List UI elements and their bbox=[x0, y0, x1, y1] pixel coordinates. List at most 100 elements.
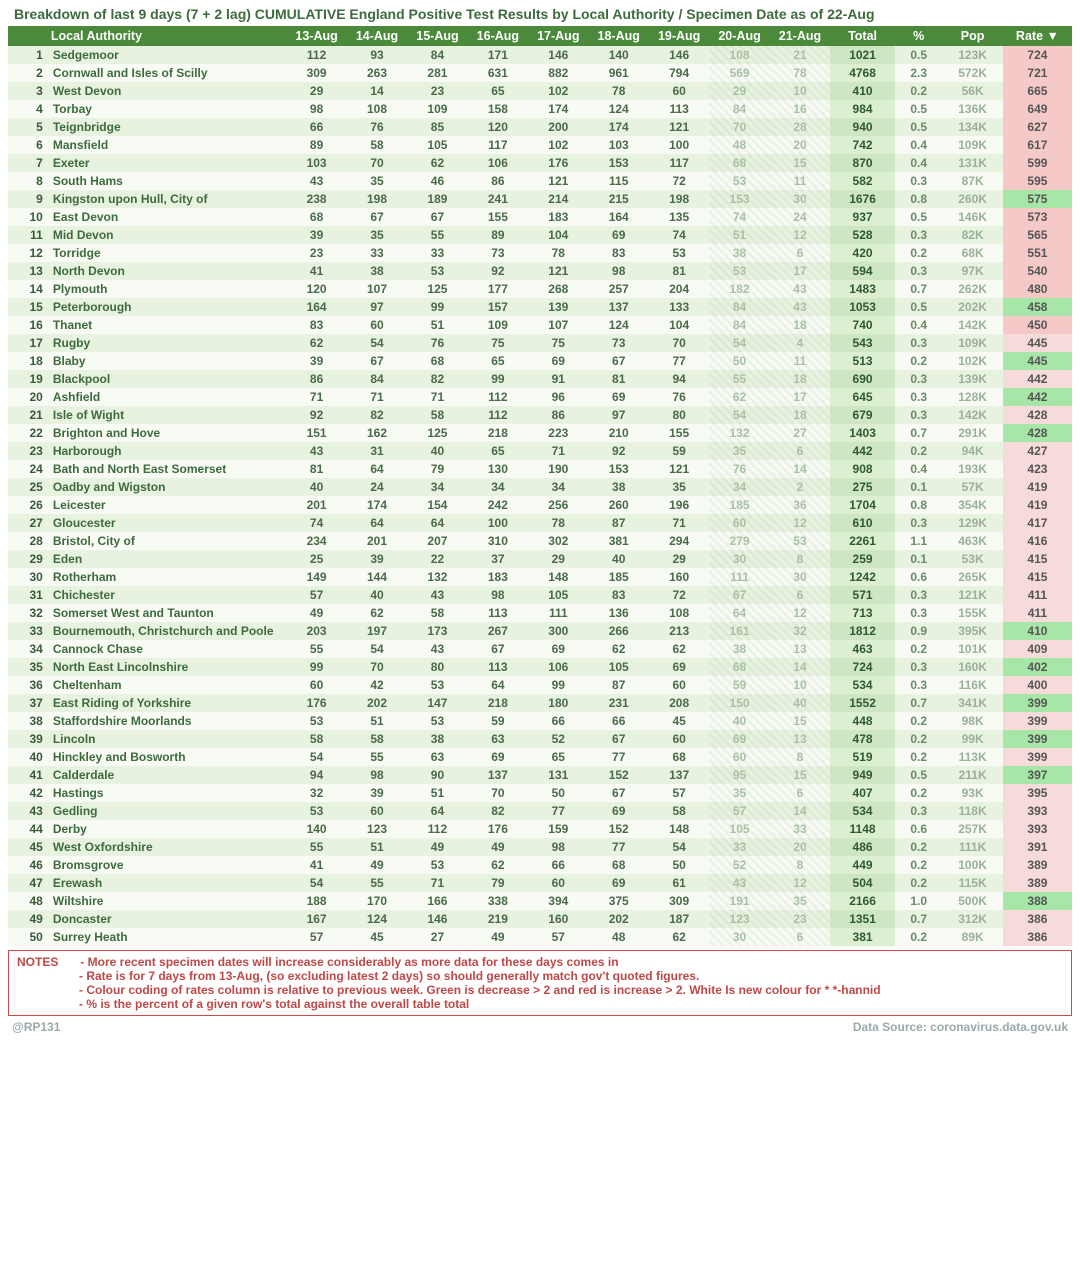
rate-value: 458 bbox=[1003, 298, 1072, 316]
day-value: 112 bbox=[468, 406, 528, 424]
rate-value: 724 bbox=[1003, 46, 1072, 64]
rate-value: 399 bbox=[1003, 712, 1072, 730]
row-index: 7 bbox=[8, 154, 47, 172]
lag-day-value: 64 bbox=[709, 604, 769, 622]
day-value: 125 bbox=[407, 424, 467, 442]
local-authority-name: Rotherham bbox=[47, 568, 287, 586]
total-value: 940 bbox=[830, 118, 895, 136]
total-value: 534 bbox=[830, 802, 895, 820]
day-value: 83 bbox=[589, 244, 649, 262]
day-value: 152 bbox=[589, 820, 649, 838]
rate-value: 411 bbox=[1003, 586, 1072, 604]
lag-day-value: 11 bbox=[770, 352, 830, 370]
col-header[interactable]: 15-Aug bbox=[407, 26, 467, 46]
day-value: 69 bbox=[528, 352, 588, 370]
table-row: 16Thanet83605110910712410484187400.4142K… bbox=[8, 316, 1072, 334]
day-value: 53 bbox=[286, 712, 346, 730]
day-value: 140 bbox=[286, 820, 346, 838]
percent-value: 0.2 bbox=[895, 874, 942, 892]
day-value: 136 bbox=[589, 604, 649, 622]
population-value: 211K bbox=[942, 766, 1002, 784]
day-value: 112 bbox=[286, 46, 346, 64]
table-row: 20Ashfield71717111296697662176450.3128K4… bbox=[8, 388, 1072, 406]
row-index: 34 bbox=[8, 640, 47, 658]
day-value: 60 bbox=[286, 676, 346, 694]
total-value: 448 bbox=[830, 712, 895, 730]
table-row: 19Blackpool8684829991819455186900.3139K4… bbox=[8, 370, 1072, 388]
lag-day-value: 30 bbox=[770, 190, 830, 208]
col-header[interactable]: Rate ▼ bbox=[1003, 26, 1072, 46]
day-value: 82 bbox=[407, 370, 467, 388]
day-value: 60 bbox=[347, 316, 407, 334]
day-value: 34 bbox=[468, 478, 528, 496]
population-value: 57K bbox=[942, 478, 1002, 496]
row-index: 25 bbox=[8, 478, 47, 496]
day-value: 58 bbox=[407, 406, 467, 424]
total-value: 908 bbox=[830, 460, 895, 478]
day-value: 151 bbox=[286, 424, 346, 442]
percent-value: 0.3 bbox=[895, 172, 942, 190]
day-value: 309 bbox=[649, 892, 709, 910]
rate-value: 419 bbox=[1003, 496, 1072, 514]
note-line: - Rate is for 7 days from 13-Aug, (so ex… bbox=[17, 969, 1063, 983]
day-value: 50 bbox=[649, 856, 709, 874]
day-value: 302 bbox=[528, 532, 588, 550]
data-table: Local Authority13-Aug14-Aug15-Aug16-Aug1… bbox=[8, 26, 1072, 946]
col-header[interactable]: Pop bbox=[942, 26, 1002, 46]
day-value: 61 bbox=[649, 874, 709, 892]
total-value: 690 bbox=[830, 370, 895, 388]
day-value: 130 bbox=[468, 460, 528, 478]
col-header[interactable]: 18-Aug bbox=[589, 26, 649, 46]
col-header[interactable]: 14-Aug bbox=[347, 26, 407, 46]
col-header[interactable]: Total bbox=[830, 26, 895, 46]
rate-value: 389 bbox=[1003, 856, 1072, 874]
table-row: 24Bath and North East Somerset8164791301… bbox=[8, 460, 1072, 478]
day-value: 107 bbox=[347, 280, 407, 298]
local-authority-name: South Hams bbox=[47, 172, 287, 190]
rate-value: 442 bbox=[1003, 370, 1072, 388]
table-row: 31Chichester5740439810583726765710.3121K… bbox=[8, 586, 1072, 604]
lag-day-value: 105 bbox=[709, 820, 769, 838]
lag-day-value: 38 bbox=[709, 640, 769, 658]
day-value: 45 bbox=[649, 712, 709, 730]
row-index: 38 bbox=[8, 712, 47, 730]
day-value: 75 bbox=[468, 334, 528, 352]
population-value: 116K bbox=[942, 676, 1002, 694]
col-header[interactable]: 13-Aug bbox=[286, 26, 346, 46]
day-value: 58 bbox=[286, 730, 346, 748]
local-authority-name: Calderdale bbox=[47, 766, 287, 784]
lag-day-value: 35 bbox=[709, 442, 769, 460]
day-value: 140 bbox=[589, 46, 649, 64]
total-value: 1148 bbox=[830, 820, 895, 838]
percent-value: 0.2 bbox=[895, 442, 942, 460]
day-value: 58 bbox=[407, 604, 467, 622]
total-value: 610 bbox=[830, 514, 895, 532]
population-value: 89K bbox=[942, 928, 1002, 946]
lag-day-value: 52 bbox=[709, 856, 769, 874]
col-header[interactable]: % bbox=[895, 26, 942, 46]
percent-value: 0.4 bbox=[895, 154, 942, 172]
col-header[interactable]: 21-Aug bbox=[770, 26, 830, 46]
lag-day-value: 35 bbox=[770, 892, 830, 910]
day-value: 202 bbox=[589, 910, 649, 928]
col-header[interactable]: 20-Aug bbox=[709, 26, 769, 46]
percent-value: 0.2 bbox=[895, 856, 942, 874]
day-value: 43 bbox=[407, 640, 467, 658]
day-value: 164 bbox=[589, 208, 649, 226]
day-value: 176 bbox=[528, 154, 588, 172]
day-value: 158 bbox=[468, 100, 528, 118]
percent-value: 0.3 bbox=[895, 370, 942, 388]
population-value: 260K bbox=[942, 190, 1002, 208]
table-row: 37East Riding of Yorkshire17620214721818… bbox=[8, 694, 1072, 712]
row-index: 32 bbox=[8, 604, 47, 622]
col-header[interactable]: 19-Aug bbox=[649, 26, 709, 46]
col-header[interactable]: 16-Aug bbox=[468, 26, 528, 46]
col-header[interactable]: Local Authority bbox=[47, 26, 287, 46]
day-value: 201 bbox=[347, 532, 407, 550]
rate-value: 565 bbox=[1003, 226, 1072, 244]
day-value: 124 bbox=[347, 910, 407, 928]
day-value: 149 bbox=[286, 568, 346, 586]
percent-value: 0.4 bbox=[895, 460, 942, 478]
col-header[interactable]: 17-Aug bbox=[528, 26, 588, 46]
population-value: 100K bbox=[942, 856, 1002, 874]
